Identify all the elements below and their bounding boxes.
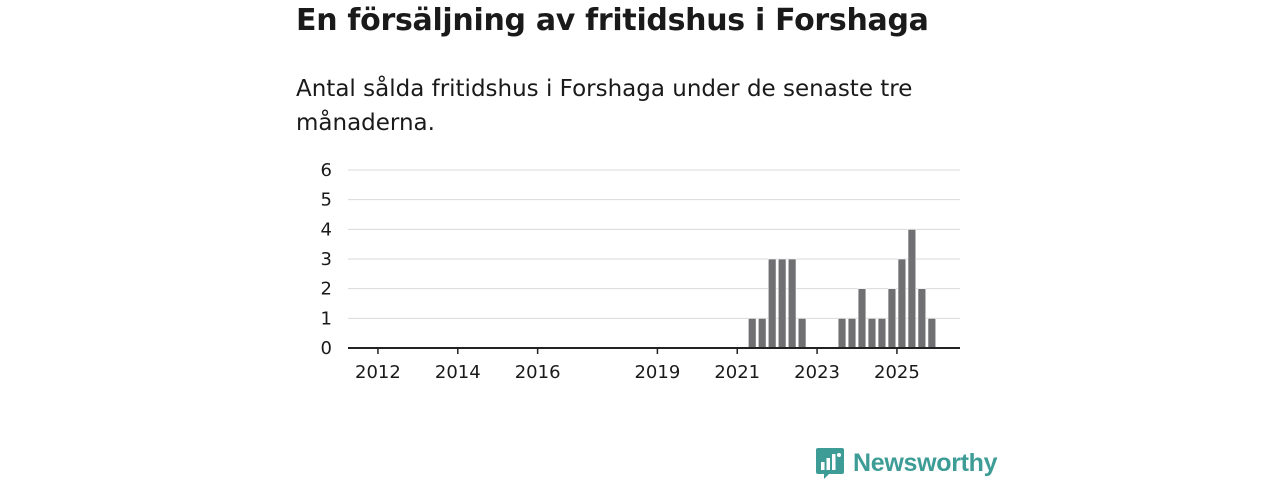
- y-axis-ticks: 0 1 2 3 4 5 6: [321, 160, 332, 359]
- gridlines: [348, 169, 960, 319]
- bar: [917, 288, 927, 349]
- y-tick-label: 4: [321, 219, 332, 240]
- y-tick-label: 6: [321, 160, 332, 181]
- bar: [867, 318, 877, 349]
- bar: [767, 258, 777, 349]
- bar: [757, 318, 767, 349]
- chart-title: En försäljning av fritidshus i Forshaga: [296, 3, 929, 38]
- x-tick-label: 2016: [515, 362, 561, 383]
- brand-name: Newsworthy: [853, 448, 998, 477]
- bar: [887, 288, 897, 349]
- newsworthy-logo[interactable]: Newsworthy: [815, 446, 998, 480]
- newsworthy-logo-icon: [816, 448, 844, 479]
- bar: [847, 318, 857, 349]
- x-tick-label: 2023: [794, 362, 840, 383]
- bar: [748, 318, 757, 349]
- bar: [897, 258, 907, 349]
- y-tick-label: 5: [321, 190, 332, 211]
- bar: [877, 318, 887, 349]
- bar: [907, 229, 917, 349]
- y-tick-label: 3: [321, 249, 332, 270]
- x-axis-ticks: 2012 2014 2016 2019 2021 2023 2025: [355, 348, 920, 383]
- x-tick-label: 2019: [634, 362, 680, 383]
- bar: [927, 318, 937, 349]
- y-tick-label: 2: [321, 279, 332, 300]
- chart-subtitle: Antal sålda fritidshus i Forshaga under …: [296, 76, 913, 136]
- bar: [837, 318, 847, 349]
- y-tick-label: 0: [321, 338, 332, 359]
- bar-chart: 0 1 2 3 4 5 6 2012 2014 2016 2019 2021 2023 2025 1: [321, 160, 960, 383]
- bar: [777, 258, 787, 349]
- y-tick-label: 1: [321, 308, 332, 329]
- bar: [787, 258, 797, 349]
- x-tick-label: 2025: [874, 362, 920, 383]
- x-tick-label: 2021: [714, 362, 760, 383]
- bar: [797, 318, 807, 349]
- x-tick-label: 2014: [435, 362, 481, 383]
- x-tick-label: 2012: [355, 362, 401, 383]
- bar: [857, 288, 867, 349]
- bars: [748, 229, 937, 349]
